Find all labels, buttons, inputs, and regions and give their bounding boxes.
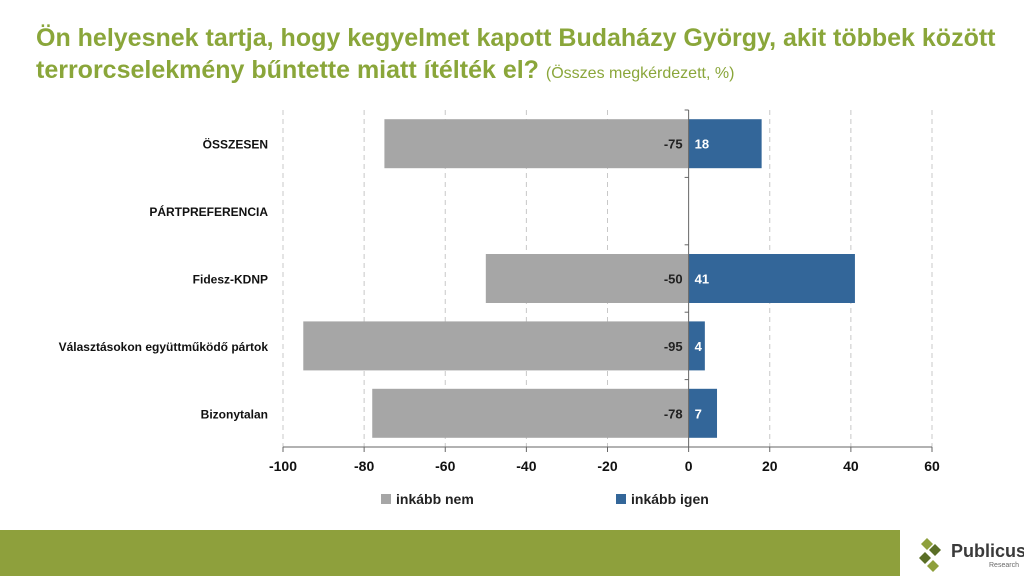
x-tick-label: -80 (354, 458, 374, 474)
category-label: PÁRTPREFERENCIA (149, 204, 268, 219)
x-tick-label: 60 (924, 458, 940, 474)
bar-inkabb-igen (688, 321, 705, 371)
logo-sub: Research (989, 562, 1019, 569)
data-label-inkabb-igen: 41 (695, 272, 709, 287)
x-tick-label: 40 (843, 458, 859, 474)
legend-label: inkább igen (631, 491, 709, 507)
publicus-logo: Publicus Research (913, 532, 1024, 576)
bar-inkabb-nem (303, 321, 689, 371)
logo-name: Publicus (951, 541, 1024, 561)
legend-label: inkább nem (396, 491, 474, 507)
x-tick-label: -100 (269, 458, 297, 474)
category-label: ÖSSZESEN (203, 137, 268, 152)
bar-inkabb-igen (688, 254, 855, 303)
bar-inkabb-igen (688, 119, 762, 169)
data-label-inkabb-nem: -50 (664, 272, 683, 287)
legend-swatch (616, 494, 626, 504)
x-tick-label: 20 (762, 458, 778, 474)
data-label-inkabb-nem: -95 (664, 339, 683, 354)
title-main: Ön helyesnek tartja, hogy kegyelmet kapo… (36, 24, 996, 84)
bar-inkabb-nem (485, 254, 689, 303)
data-label-inkabb-igen: 7 (695, 406, 702, 421)
bar-inkabb-nem (372, 388, 689, 438)
data-label-inkabb-igen: 4 (695, 339, 703, 354)
x-tick-label: -60 (435, 458, 455, 474)
category-label: Választásokon együttműködő pártok (59, 340, 269, 354)
page-title: Ön helyesnek tartja, hogy kegyelmet kapo… (36, 22, 996, 90)
bar-chart: -75 18 ÖSSZESEN PÁRTPREFERENCIA -50 41 Fidesz-… (59, 109, 940, 507)
x-tick-label: -20 (597, 458, 617, 474)
data-label-inkabb-igen: 18 (695, 137, 709, 152)
bar-inkabb-igen (688, 388, 718, 438)
footer-bar (0, 530, 900, 576)
title-note: (Összes megkérdezett, %) (545, 65, 735, 82)
logo-diamond-icon (919, 538, 941, 572)
legend-swatch (381, 494, 391, 504)
category-label: Fidesz-KDNP (193, 273, 268, 287)
bar-inkabb-nem (384, 119, 689, 169)
category-label: Bizonytalan (201, 407, 268, 421)
data-label-inkabb-nem: -75 (664, 137, 683, 152)
x-tick-label: -40 (516, 458, 536, 474)
data-label-inkabb-nem: -78 (664, 406, 683, 421)
x-tick-label: 0 (685, 458, 693, 474)
